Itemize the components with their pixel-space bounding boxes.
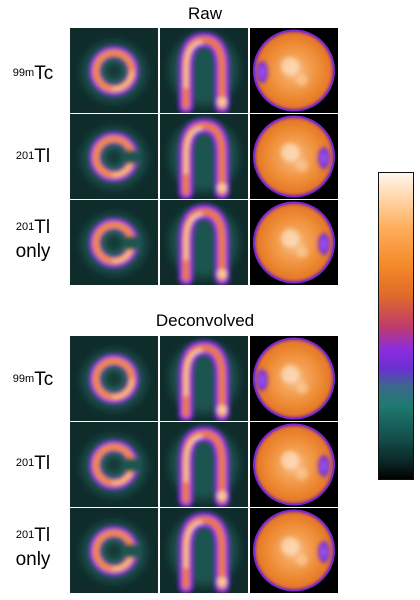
row-label-raw-tc: 99mTc bbox=[12, 63, 54, 84]
short-axis-slice-image bbox=[70, 422, 158, 507]
color-scale-bar bbox=[378, 172, 414, 480]
polar-map-image bbox=[250, 200, 338, 285]
row-label-raw-tl: 201Tl bbox=[15, 146, 51, 167]
long-axis-slice-image bbox=[160, 422, 248, 507]
polar-map-image bbox=[250, 508, 338, 593]
polar-map-image bbox=[250, 28, 338, 113]
long-axis-slice-image bbox=[160, 508, 248, 593]
row-label-raw-tl-only: 201Tl only bbox=[15, 217, 51, 262]
long-axis-slice-image bbox=[160, 200, 248, 285]
long-axis-slice-image bbox=[160, 336, 248, 421]
polar-map-image bbox=[250, 114, 338, 199]
row-label-deconv-tc: 99mTc bbox=[12, 369, 54, 390]
section-title-raw: Raw bbox=[187, 4, 222, 23]
short-axis-slice-image bbox=[70, 114, 158, 199]
row-label-deconv-tl-only: 201Tl only bbox=[15, 525, 51, 570]
long-axis-slice-image bbox=[160, 28, 248, 113]
short-axis-slice-image bbox=[70, 508, 158, 593]
polar-map-image bbox=[250, 422, 338, 507]
row-label-deconv-tl: 201Tl bbox=[15, 453, 51, 474]
polar-map-image bbox=[250, 336, 338, 421]
long-axis-slice-image bbox=[160, 114, 248, 199]
short-axis-slice-image bbox=[70, 28, 158, 113]
short-axis-slice-image bbox=[70, 336, 158, 421]
short-axis-slice-image bbox=[70, 200, 158, 285]
section-title-deconvolved: Deconvolved bbox=[155, 311, 255, 330]
